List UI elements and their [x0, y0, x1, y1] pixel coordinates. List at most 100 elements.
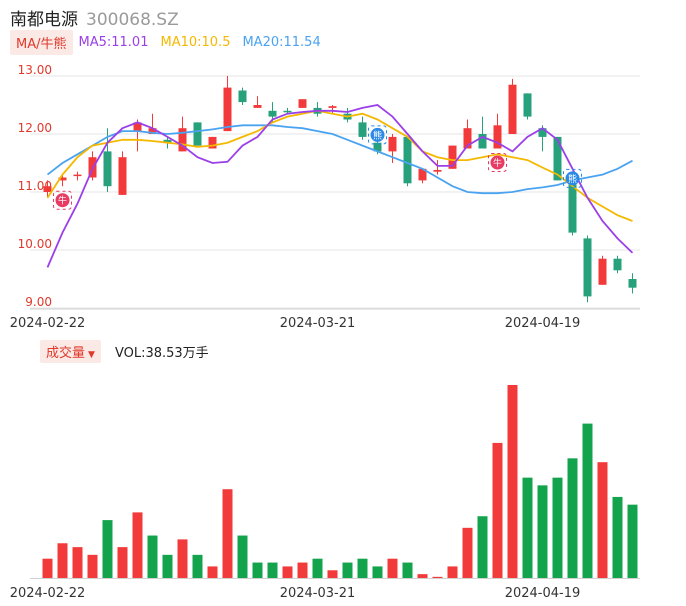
volume-bar: [462, 527, 473, 578]
candle-body: [298, 99, 307, 108]
stock-header: 南都电源 300068.SZ: [10, 5, 179, 30]
candle-body: [268, 110, 277, 117]
ma10-legend: MA10:10.5: [160, 34, 231, 50]
volume-bar: [387, 558, 398, 578]
candle-body: [418, 168, 427, 181]
volume-bar: [507, 385, 518, 578]
candle-body: [448, 145, 457, 169]
y-tick-label: 13.00: [18, 63, 52, 77]
volume-bar: [582, 423, 593, 578]
candle-body: [388, 136, 397, 152]
marker-label: 熊: [373, 129, 382, 141]
candle-body: [523, 93, 532, 117]
candle-body: [328, 106, 337, 108]
volume-bar: [567, 458, 578, 578]
candle-body: [238, 90, 247, 103]
marker-label: 牛: [58, 195, 67, 207]
candle-body: [193, 122, 202, 146]
volume-bar: [327, 570, 338, 578]
volume-bar: [627, 504, 638, 578]
marker-frame: [563, 168, 582, 188]
y-tick-label: 11.00: [18, 179, 52, 193]
volume-bar: [447, 566, 458, 578]
volume-indicator-selector[interactable]: 成交量 ▼: [40, 339, 101, 363]
marker-badge: [565, 171, 580, 186]
stock-code: 300068.SZ: [86, 10, 179, 30]
candle-body: [583, 238, 592, 297]
stock-name: 南都电源: [10, 10, 78, 30]
candle-body: [598, 258, 607, 285]
volume-bar: [372, 566, 383, 578]
volume-bar: [252, 562, 263, 578]
volume-bar: [342, 562, 353, 578]
candle-body: [43, 186, 52, 192]
y-tick-label: 10.00: [18, 237, 52, 251]
volume-bar: [117, 547, 128, 578]
marker-frame: [53, 190, 72, 210]
volume-bar: [612, 496, 623, 578]
volume-bar: [162, 554, 173, 578]
marker-badge: [490, 155, 505, 170]
ma5-legend: MA5:11.01: [78, 34, 149, 50]
chevron-down-icon: ▼: [88, 349, 95, 360]
candle-body: [163, 139, 172, 143]
candle-body: [253, 105, 262, 108]
volume-tag-label: 成交量: [46, 345, 86, 361]
candle-body: [538, 128, 547, 137]
volume-bar: [207, 566, 218, 578]
volume-bar: [432, 576, 443, 578]
volume-bar: [222, 489, 233, 578]
volume-bar: [57, 543, 68, 578]
volume-bar: [177, 539, 188, 578]
candle-body: [568, 180, 577, 233]
marker-badge: [55, 193, 70, 208]
volume-bar: [402, 562, 413, 578]
volume-bar: [192, 554, 203, 578]
candle-body: [373, 142, 382, 152]
marker-label: 牛: [493, 157, 502, 169]
ma5-line: [46, 104, 634, 268]
volume-bar: [267, 562, 278, 578]
candle-body: [463, 128, 472, 149]
ma20-line: [46, 124, 633, 195]
x-tick-label: 2024-02-22: [10, 316, 86, 331]
marker-label: 熊: [568, 173, 577, 185]
x-tick-label: 2024-04-19: [505, 586, 581, 601]
candle-body: [73, 174, 82, 177]
volume-bar: [237, 535, 248, 578]
candle-body: [208, 136, 217, 149]
x-tick-label: 2024-03-21: [280, 316, 356, 331]
ma20-legend: MA20:11.54: [242, 34, 321, 50]
volume-bar: [522, 477, 533, 578]
candle-body: [148, 128, 157, 134]
candle-body: [508, 84, 517, 134]
candle-body: [103, 151, 112, 187]
marker-badge: [370, 127, 385, 142]
volume-bar: [552, 477, 563, 578]
x-tick-label: 2024-03-21: [280, 586, 356, 601]
volume-bar: [42, 558, 53, 578]
candle-body: [118, 157, 127, 195]
ma-legend: MA/牛熊 MA5:11.01 MA10:10.5 MA20:11.54: [10, 29, 333, 55]
ma-indicator-selector[interactable]: MA/牛熊: [10, 29, 73, 55]
marker-frame: [488, 153, 507, 172]
candle-body: [553, 136, 562, 181]
candle-body: [403, 136, 412, 184]
volume-bar: [597, 462, 608, 578]
volume-bar: [147, 535, 158, 578]
volume-bar: [357, 558, 368, 578]
ma10-line: [46, 109, 633, 222]
candle-body: [493, 125, 502, 149]
volume-bar: [132, 512, 143, 578]
volume-bar: [102, 520, 113, 578]
volume-value: VOL:38.53万手: [114, 345, 209, 361]
candle-body: [58, 177, 67, 181]
volume-bar: [417, 574, 428, 578]
volume-bar: [492, 442, 503, 578]
y-tick-label: 9.00: [25, 295, 52, 309]
volume-bar: [312, 558, 323, 578]
volume-bar: [477, 516, 488, 578]
volume-bar: [87, 554, 98, 578]
volume-legend: 成交量 ▼ VOL:38.53万手: [40, 339, 209, 363]
